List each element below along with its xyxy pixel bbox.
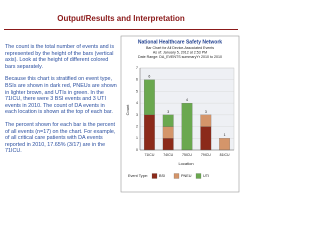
bar-segment — [200, 126, 212, 151]
y-tick-label: 1 — [136, 136, 138, 140]
bar-label: 3 — [167, 110, 169, 114]
bar-label: 1 — [224, 133, 226, 137]
bar-segment — [200, 114, 212, 127]
legend-swatch — [151, 173, 158, 179]
y-tick-label: 4 — [136, 101, 138, 105]
bar-label: 4 — [186, 98, 188, 102]
y-tick-label: 6 — [136, 78, 138, 82]
x-tick-label: 81ICU — [220, 153, 230, 157]
chart: National Healthcare Safety Network Bar C… — [120, 35, 240, 193]
text-column: The count is the total number of events … — [5, 44, 117, 161]
x-tick-label: 79ICU — [201, 153, 211, 157]
title-rule — [4, 29, 238, 30]
chart-title: National Healthcare Safety Network — [138, 39, 222, 45]
y-axis-label: Count — [125, 104, 130, 116]
bar-segment — [162, 126, 174, 139]
legend-label: BSI — [159, 174, 165, 178]
x-axis-label: Location — [178, 161, 193, 166]
y-tick-label: 7 — [136, 66, 138, 70]
bar-segment — [181, 103, 193, 151]
y-tick-label: 5 — [136, 89, 138, 93]
legend-title: Event Type: — [128, 174, 148, 178]
x-tick-label: 71ICU — [144, 153, 154, 157]
page-title: Output/Results and Interpretation — [57, 14, 185, 23]
bar-label: 6 — [148, 75, 150, 79]
legend-label: PNEU — [181, 174, 192, 178]
x-tick-label: 74ICU — [163, 153, 173, 157]
x-tick-label: 75ICU — [182, 153, 192, 157]
paragraph: The percent shown for each bar is the pe… — [5, 121, 116, 155]
bar-label: 3 — [205, 110, 207, 114]
chart-subtitle: Date Range: DA_EVENTS summaryYr 2010 to … — [138, 55, 222, 59]
bar-segment — [144, 114, 155, 151]
bar-segment — [144, 79, 155, 115]
bar-segment — [219, 138, 230, 151]
paragraph: Because this chart is stratified on even… — [5, 76, 117, 116]
bar-segment — [162, 114, 174, 127]
chart-subtitle: As of: January 5, 2012 at 2:53 PM — [153, 50, 207, 54]
paragraph: The count is the total number of events … — [5, 44, 115, 70]
y-tick-label: 3 — [136, 113, 138, 117]
legend-label: UTI — [203, 174, 209, 178]
y-tick-label: 2 — [136, 124, 138, 128]
y-tick-label: 0 — [136, 148, 138, 152]
chart-subtitle: Bar Chart for All Device-Associated Even… — [146, 46, 214, 50]
legend-swatch — [173, 173, 180, 179]
bar-segment — [162, 138, 174, 151]
legend-swatch — [195, 173, 202, 179]
page: Output/Results and Interpretation The co… — [4, 14, 240, 193]
